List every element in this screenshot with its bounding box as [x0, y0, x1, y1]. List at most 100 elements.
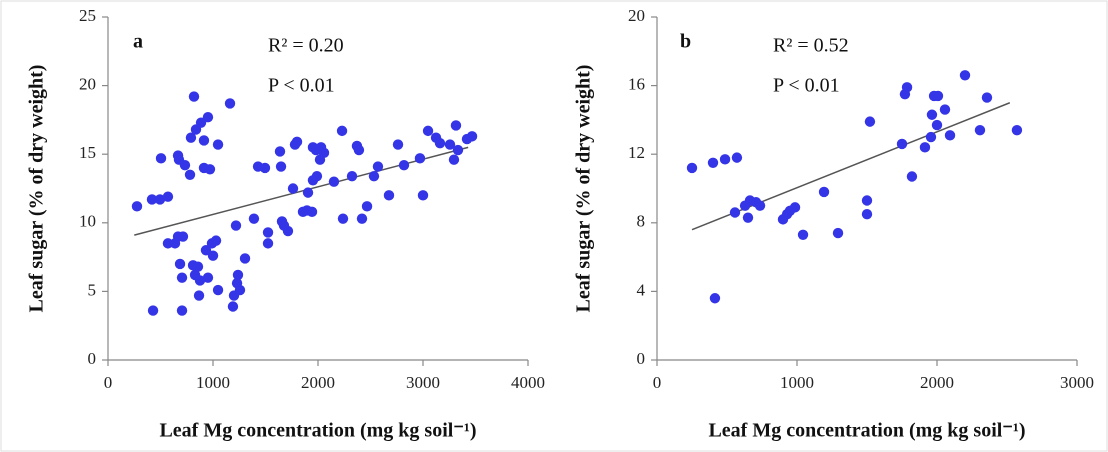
point: [861, 209, 873, 220]
point: [336, 125, 348, 137]
point: [204, 164, 216, 175]
point: [707, 157, 719, 168]
point: [275, 161, 287, 172]
point: [372, 161, 384, 172]
point: [754, 200, 766, 211]
point: [832, 227, 844, 239]
point: [177, 231, 189, 242]
y-tick-label: 20: [628, 6, 645, 25]
y-tick-label: 0: [88, 349, 97, 368]
point: [932, 90, 944, 102]
point: [777, 214, 789, 225]
point: [315, 142, 327, 153]
annotation: P < 0.01: [268, 75, 335, 97]
point: [131, 201, 143, 212]
point: [202, 111, 214, 123]
point: [185, 132, 197, 143]
x-tick-label: 1000: [780, 373, 814, 392]
annotation: R² = 0.52: [773, 35, 849, 57]
point: [686, 162, 698, 174]
point: [162, 191, 174, 202]
point: [147, 305, 159, 316]
point: [189, 269, 201, 281]
point: [901, 82, 913, 93]
y-tick-label: 25: [79, 6, 96, 25]
point: [282, 225, 294, 237]
annotation: a: [133, 31, 143, 53]
point: [239, 253, 251, 264]
point: [861, 195, 873, 206]
point: [974, 124, 986, 136]
point: [818, 186, 830, 198]
point: [259, 162, 271, 174]
point: [789, 202, 801, 213]
point: [297, 206, 309, 218]
point: [188, 91, 200, 102]
point: [398, 159, 410, 171]
point: [328, 176, 340, 187]
point: [212, 139, 224, 150]
y-tick-label: 20: [79, 75, 96, 94]
point: [356, 213, 368, 224]
point: [207, 250, 219, 261]
point: [368, 170, 380, 182]
point: [198, 135, 210, 146]
x-tick-label: 2000: [920, 373, 954, 392]
x-tick-label: 4000: [511, 373, 545, 392]
x-tick-label: 1000: [196, 373, 230, 392]
point: [173, 154, 185, 165]
point: [307, 142, 319, 153]
point: [959, 70, 971, 81]
x-tick-label: 0: [653, 373, 662, 392]
y-axis-label: Leaf sugar (% of dry weight): [26, 65, 48, 313]
point: [200, 245, 212, 256]
y-tick-label: 8: [637, 212, 646, 231]
point: [311, 170, 323, 182]
y-tick-label: 4: [637, 280, 646, 299]
point: [227, 301, 239, 312]
x-tick-label: 0: [104, 373, 113, 392]
point: [392, 139, 404, 150]
point: [434, 138, 446, 149]
x-axis-label: Leaf Mg concentration (mg kg soil⁻¹): [708, 420, 1025, 442]
point: [939, 104, 951, 115]
point: [444, 139, 456, 150]
point: [353, 144, 365, 156]
point: [383, 190, 395, 201]
point: [193, 290, 205, 301]
point: [262, 227, 274, 238]
y-tick-label: 16: [628, 75, 645, 94]
y-tick-label: 10: [79, 212, 96, 231]
point: [450, 120, 462, 131]
point: [202, 272, 214, 283]
point: [414, 153, 426, 164]
point: [361, 201, 373, 212]
annotation: R² = 0.20: [268, 35, 344, 57]
point: [174, 258, 186, 270]
point: [896, 138, 908, 150]
point: [195, 117, 207, 128]
point: [906, 171, 918, 182]
point: [742, 212, 754, 223]
annotation: b: [680, 31, 691, 53]
point: [155, 153, 167, 164]
point: [926, 109, 938, 120]
point: [274, 146, 286, 157]
y-tick-label: 0: [637, 349, 646, 368]
point: [729, 207, 741, 218]
point: [864, 116, 876, 127]
point: [176, 272, 188, 283]
x-tick-label: 3000: [406, 373, 440, 392]
point: [719, 154, 731, 165]
point: [981, 92, 993, 103]
point: [192, 261, 204, 272]
point: [248, 213, 260, 224]
point: [306, 206, 318, 218]
x-axis-label: Leaf Mg concentration (mg kg soil⁻¹): [159, 420, 476, 442]
point: [731, 152, 743, 163]
point: [925, 131, 937, 143]
point: [262, 238, 274, 249]
point: [291, 136, 303, 148]
